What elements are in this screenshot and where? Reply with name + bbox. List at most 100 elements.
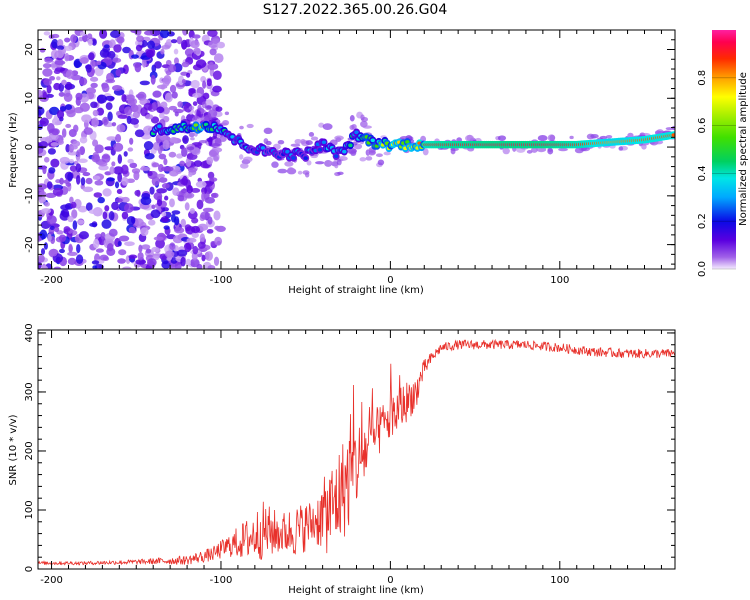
spectrogram-ridge-cell [193,123,199,127]
spectrogram-noise-blob [216,41,226,49]
spectrogram-noise-blob [134,189,141,197]
spectrogram-noise-blob [202,80,207,89]
spectrogram-noise-blob [184,48,194,57]
spectrogram-noise-blob [130,30,139,34]
spectrogram-halo-blob [290,143,301,147]
spectrogram-noise-blob [143,141,154,151]
spectrogram-noise-blob [207,216,213,225]
spectrogram-noise-blob [81,114,92,123]
spectrogram-noise-blob [70,74,82,81]
spectrogram-noise-blob [202,92,210,100]
spectrogram-halo-blob [306,160,312,166]
spectrogram-halo-blob [334,135,344,141]
spectrogram-noise-blob [182,30,189,36]
spectrogram-noise-blob [43,78,52,86]
spectrogram-halo-blob [190,137,195,141]
spectrogram-noise-blob [104,205,110,212]
spectrogram-noise-blob [46,84,52,94]
spectrogram-noise-blob [120,164,129,175]
spectrogram-noise-blob [50,248,58,257]
spectrogram-noise-blob [56,76,61,81]
spectrogram-noise-blob [45,93,54,98]
spectrogram-halo-blob [193,114,198,121]
spectrogram-noise-blob [146,258,157,267]
spectrogram-noise-blob [43,242,48,250]
spectrogram-noise-blob [99,30,108,39]
spectrogram-noise-blob [56,45,65,51]
spectrogram-noise-blob [118,235,130,242]
spectrogram-noise-blob [75,175,81,185]
spectrogram-noise-blob [49,225,55,231]
spectrogram-noise-blob [53,226,60,232]
spectrogram-halo-blob [304,172,310,178]
spectrogram-noise-blob [39,47,46,53]
spectrogram-noise-blob [78,231,90,240]
spectrogram-noise-blob [156,173,166,178]
spectrogram-noise-blob [185,258,192,267]
spectrogram-noise-blob [90,82,98,89]
spectrogram-noise-blob [195,181,207,188]
spectrogram-noise-blob [65,123,72,128]
colorbar-tick-label: 0.6 [697,118,708,134]
spectrogram-noise-blob [201,254,206,262]
spectrogram-noise-blob [140,106,148,117]
spectrogram-halo-blob [627,132,634,139]
spectrogram-noise-blob [145,49,154,58]
spectrogram-noise-blob [116,124,126,133]
spectrogram-halo-blob [450,147,456,155]
spectrogram-noise-blob [126,216,136,226]
spectrogram-noise-blob [64,104,73,111]
spectrogram-noise-blob [117,258,126,264]
colorbar: 0.0 0.2 0.4 0.6 0.8 Normalized spectral ampl… [697,30,749,277]
spectrogram-noise-blob [180,218,186,228]
spectrogram-noise-blob [123,151,128,157]
spectrogram-noise-blob [64,45,73,52]
spectrogram-noise-blob [197,241,206,249]
spectrogram-noise-blob [151,101,159,111]
spectrogram-noise-blob [176,36,183,45]
spectrogram-noise-blob [182,135,189,144]
spectrogram-noise-blob [39,117,49,127]
spectrogram-halo-blob [574,147,584,154]
spectrogram-noise-blob [162,139,170,150]
spectrogram-noise-blob [214,236,223,246]
spectrogram-noise-blob [115,198,123,203]
spectrogram-noise-blob [56,109,65,119]
spectrogram-noise-blob [169,198,175,208]
spectrogram-halo-blob [297,170,303,175]
spectrogram-noise-blob [151,204,156,210]
spectrogram-noise-blob [53,82,61,91]
spectrogram-noise-blob [67,172,73,182]
spectrogram-noise-blob [94,263,104,269]
spectrogram-noise-blob [168,151,177,158]
spectrogram-noise-blob [212,70,222,81]
spectrogram-y-tick-label: 0 [24,144,35,150]
spectrogram-noise-blob [46,181,53,190]
spectrogram-noise-blob [91,117,99,128]
spectrogram-noise-blob [106,243,114,252]
spectrogram-noise-blob [189,207,196,214]
spectrogram-noise-blob [162,207,169,212]
spectrogram-noise-blob [76,149,81,157]
spectrogram-noise-blob [200,211,211,220]
spectrogram-noise-blob [207,264,216,269]
spectrogram-halo-blob [246,123,254,129]
spectrogram-noise-blob [114,181,120,189]
spectrogram-noise-blob [190,225,201,234]
spectrogram-noise-blob [156,106,165,114]
spectrogram-noise-blob [89,76,99,82]
spectrogram-noise-blob [75,254,84,265]
spectrogram-noise-blob [176,153,184,159]
spectrogram-noise-blob [127,158,134,164]
spectrogram-noise-blob [54,60,66,66]
figure-title: S127.2022.365.00.26.G04 [263,2,448,18]
spectrogram-noise-blob [135,44,143,52]
spectrogram-noise-blob [180,188,189,193]
spectrogram-noise-blob [121,176,129,186]
spectrogram-halo-blob [197,104,202,111]
spectrogram-ridge-cell [342,149,347,154]
spectrogram-noise-blob [213,156,219,161]
spectrogram-noise-blob [151,162,160,168]
spectrogram-noise-blob [208,61,215,71]
